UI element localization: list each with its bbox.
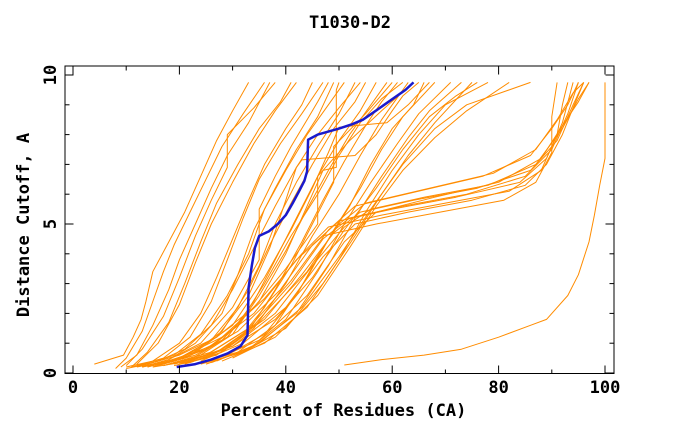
model-curve <box>200 82 585 362</box>
highlighted-model-curve <box>176 81 415 369</box>
model-curve <box>211 82 590 362</box>
x-tick-label: 60 <box>382 378 402 398</box>
model-curve <box>152 81 478 368</box>
model-curve <box>168 82 579 365</box>
model-curve <box>120 82 271 368</box>
x-tick-label: 40 <box>276 378 296 398</box>
model-curve <box>136 82 558 368</box>
y-tick-label: 0 <box>41 368 61 378</box>
chart-title: T1030-D2 <box>309 13 391 33</box>
model-curve <box>189 82 590 364</box>
x-axis-title: Percent of Residues (CA) <box>220 401 467 421</box>
model-curve <box>147 82 345 365</box>
model-curve <box>94 82 250 365</box>
model-curve <box>157 82 430 365</box>
x-tick-label: 80 <box>488 378 508 398</box>
model-curve <box>179 82 585 365</box>
model-curve <box>344 82 606 366</box>
model-curve <box>136 82 297 365</box>
y-tick-label: 5 <box>41 219 61 229</box>
model-curve <box>195 82 436 365</box>
model-curve <box>136 82 324 367</box>
model-curve <box>115 82 265 369</box>
model-curve <box>126 82 414 369</box>
model-curve <box>173 82 585 365</box>
model-curve <box>184 82 409 365</box>
model-curve <box>142 82 335 368</box>
model-curve <box>131 82 292 368</box>
model-curve <box>131 82 361 368</box>
x-tick-label: 0 <box>68 378 78 398</box>
y-tick-label: 10 <box>41 65 61 85</box>
model-curve <box>232 81 510 359</box>
model-curve <box>142 82 329 368</box>
model-curve <box>163 82 579 367</box>
model-curve <box>126 82 313 368</box>
model-curve <box>125 82 276 366</box>
x-tick-label: 20 <box>169 378 189 398</box>
x-tick-label: 100 <box>590 378 621 398</box>
